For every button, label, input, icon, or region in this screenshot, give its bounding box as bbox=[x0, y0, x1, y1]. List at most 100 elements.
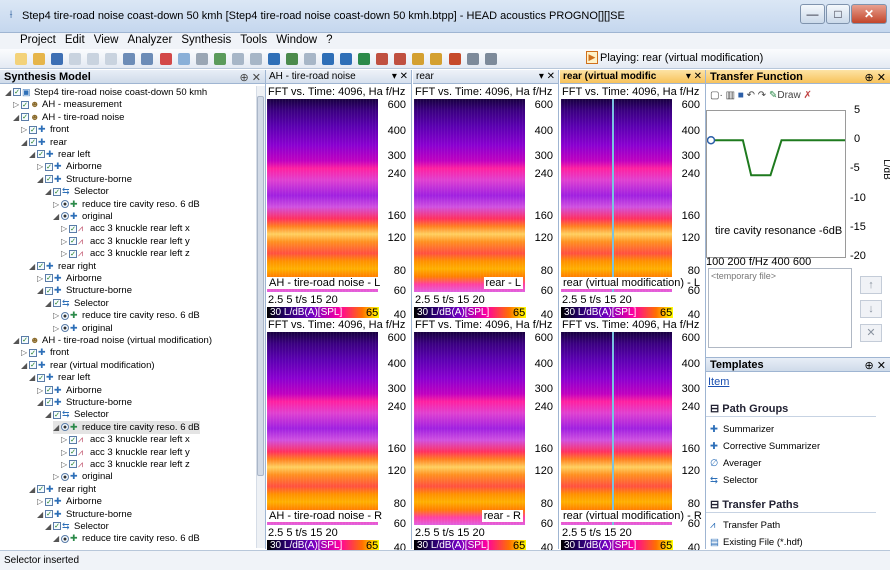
tree-node[interactable]: ◢ ● ✚ original bbox=[53, 210, 113, 223]
checkbox[interactable]: ✓ bbox=[21, 113, 29, 122]
expander-icon[interactable]: ◢ bbox=[45, 410, 52, 420]
tree-node[interactable]: ◢ ✓ ✚ rear right bbox=[29, 260, 96, 273]
template-item[interactable]: ▤ Existing File (*.hdf) bbox=[710, 537, 803, 548]
expander-icon[interactable]: ◢ bbox=[21, 360, 28, 370]
close-button[interactable]: ✕ bbox=[851, 4, 887, 24]
spectrogram-image[interactable]: rear (virtual modification) - L bbox=[561, 99, 702, 292]
expander-icon[interactable]: ▷ bbox=[53, 323, 60, 333]
menu-synthesis[interactable]: Synthesis bbox=[181, 34, 232, 46]
template-item[interactable]: ⇆ Selector bbox=[710, 475, 758, 486]
expander-icon[interactable]: ▷ bbox=[53, 199, 60, 209]
checkbox[interactable]: ✓ bbox=[29, 138, 37, 147]
tree-node[interactable]: ▷ ● ✚ original bbox=[53, 322, 113, 335]
template-item[interactable]: ✚ Summarizer bbox=[710, 424, 774, 435]
checkbox[interactable]: ✓ bbox=[69, 249, 77, 258]
delete-icon[interactable] bbox=[159, 53, 172, 65]
expander-icon[interactable]: ▷ bbox=[61, 224, 68, 234]
expander-icon[interactable]: ▷ bbox=[21, 125, 28, 135]
expander-icon[interactable]: ▷ bbox=[61, 447, 68, 457]
tree-node[interactable]: ◢ ✓ ✚ rear right bbox=[29, 483, 96, 496]
radio-button[interactable]: ● bbox=[61, 212, 69, 221]
chart-icon[interactable] bbox=[285, 53, 298, 65]
tf-save-icon[interactable]: ■ bbox=[737, 90, 744, 101]
tf-erase-icon[interactable]: ✗ bbox=[803, 90, 812, 101]
tf-new-icon[interactable]: ▢· bbox=[710, 90, 723, 101]
template-item[interactable]: ∅ Averager bbox=[710, 458, 761, 469]
paste-icon[interactable] bbox=[105, 53, 118, 65]
document-tab[interactable]: rear (virtual modific ▾ ✕ bbox=[560, 70, 705, 84]
playback-icon[interactable]: ▶ bbox=[586, 51, 598, 64]
checkbox[interactable]: ✓ bbox=[69, 435, 77, 444]
template-section[interactable]: ⊟ Path Groups bbox=[706, 402, 876, 417]
tree-node[interactable]: ▷ ✓ ✚ Airborne bbox=[37, 272, 102, 285]
expander-icon[interactable]: ◢ bbox=[45, 522, 52, 531]
tab-close-icon[interactable]: ▾ ✕ bbox=[538, 71, 555, 82]
tree-node[interactable]: ◢ ✓ ✚ Structure-borne bbox=[37, 284, 132, 297]
expander-icon[interactable]: ▷ bbox=[37, 274, 44, 283]
spectrogram-plot[interactable]: FFT vs. Time: 4096, Ha f/Hz rear - R 600 40… bbox=[413, 318, 558, 554]
expander-icon[interactable]: ◢ bbox=[29, 261, 36, 271]
tool-icon[interactable] bbox=[412, 53, 425, 65]
maximize-button[interactable]: □ bbox=[826, 4, 850, 24]
layout-icon[interactable] bbox=[249, 53, 262, 65]
tree-node[interactable]: ▷ ✓ ☻ AH - measurement bbox=[13, 98, 122, 111]
expander-icon[interactable]: ◢ bbox=[53, 534, 60, 544]
checkbox[interactable]: ✓ bbox=[53, 410, 61, 419]
expander-icon[interactable]: ◢ bbox=[37, 174, 44, 184]
checkbox[interactable]: ✓ bbox=[45, 510, 53, 519]
tree-node[interactable]: ◢ ● ✚ reduce tire cavity reso. 6 dB bbox=[53, 420, 200, 434]
template-item[interactable]: ✚ Corrective Summarizer bbox=[710, 441, 820, 452]
tree-node[interactable]: ▷ ✓ ⩘ acc 3 knuckle rear left x bbox=[61, 433, 190, 446]
menu-edit[interactable]: Edit bbox=[64, 34, 85, 46]
tree-node[interactable]: ▷ ● ✚ reduce tire cavity reso. 6 dB bbox=[53, 198, 200, 211]
expander-icon[interactable]: ◢ bbox=[45, 187, 52, 197]
spectrogram-plot[interactable]: FFT vs. Time: 4096, Ha f/Hz rear - L 600 40… bbox=[413, 85, 558, 321]
checkbox[interactable]: ✓ bbox=[13, 88, 21, 97]
tf-file-list[interactable]: <temporary file> bbox=[708, 268, 852, 348]
radio-button[interactable]: ● bbox=[61, 311, 69, 320]
menu-help[interactable]: ? bbox=[326, 34, 333, 46]
tree-node[interactable]: ◢ ✓ ⇆ Selector bbox=[45, 185, 109, 198]
checkbox[interactable]: ✓ bbox=[37, 150, 45, 159]
tree-node[interactable]: ▷ ● ✚ original bbox=[53, 470, 113, 483]
transfer-curve[interactable] bbox=[707, 139, 845, 177]
spectrogram-image[interactable]: rear (virtual modification) - R bbox=[561, 332, 704, 525]
move-up-button[interactable]: ↑ bbox=[860, 276, 882, 294]
marker-icon[interactable] bbox=[267, 53, 280, 65]
radio-button[interactable]: ● bbox=[61, 423, 69, 432]
tree-node[interactable]: ▷ ✓ ⩘ acc 3 knuckle rear left x bbox=[61, 222, 190, 235]
expander-icon[interactable]: ◢ bbox=[21, 137, 28, 147]
curve-handle[interactable] bbox=[706, 135, 716, 145]
expander-icon[interactable]: ▷ bbox=[21, 348, 28, 358]
menu-window[interactable]: Window bbox=[276, 34, 318, 46]
analysis-icon[interactable] bbox=[213, 53, 226, 65]
checkbox[interactable]: ✓ bbox=[21, 336, 29, 345]
checkbox[interactable]: ✓ bbox=[53, 187, 61, 196]
expander-icon[interactable]: ◢ bbox=[13, 336, 20, 345]
tf-pin-icon[interactable]: ⊕ ✕ bbox=[864, 72, 887, 84]
spectrogram-image[interactable]: AH - tire-road noise - L bbox=[267, 99, 383, 292]
checkbox[interactable]: ✓ bbox=[21, 100, 29, 109]
expander-icon[interactable]: ◢ bbox=[45, 298, 52, 308]
properties-icon[interactable] bbox=[177, 53, 190, 65]
expander-icon[interactable]: ◢ bbox=[37, 286, 44, 296]
tree-node[interactable]: ▷ ● ✚ reduce tire cavity reso. 6 dB bbox=[53, 309, 200, 322]
play-icon[interactable] bbox=[466, 53, 479, 65]
collapse-icon[interactable]: ⊟ bbox=[710, 403, 723, 415]
checkbox[interactable]: ✓ bbox=[53, 522, 61, 531]
spectrogram-plot[interactable]: FFT vs. Time: 4096, Ha f/Hz rear (virtual… bbox=[560, 318, 705, 554]
tree-node[interactable]: ◢ ✓ ⇆ Selector bbox=[45, 297, 109, 310]
export-icon[interactable] bbox=[340, 53, 353, 65]
expander-icon[interactable]: ▷ bbox=[37, 162, 44, 172]
grid-icon[interactable] bbox=[231, 53, 244, 65]
radio-button[interactable]: ● bbox=[61, 534, 69, 543]
spectrogram-plot[interactable]: FFT vs. Time: 4096, Ha f/Hz AH - tire-roa… bbox=[266, 85, 411, 321]
tab-close-icon[interactable]: ▾ ✕ bbox=[685, 71, 702, 82]
tf-redo-icon[interactable]: ↷ bbox=[757, 90, 767, 101]
tree-node[interactable]: ▷ ✓ ✚ front bbox=[21, 123, 69, 136]
tree-node[interactable]: ▷ ✓ ⩘ acc 3 knuckle rear left z bbox=[61, 247, 190, 260]
tree-node[interactable]: ◢ ✓ ✚ Structure-borne bbox=[37, 173, 132, 186]
spectrogram-plot[interactable]: FFT vs. Time: 4096, Ha f/Hz rear (virtual… bbox=[560, 85, 705, 321]
tree-node[interactable]: ◢ ✓ ⇆ Selector bbox=[45, 520, 109, 533]
checkbox[interactable]: ✓ bbox=[53, 299, 61, 308]
